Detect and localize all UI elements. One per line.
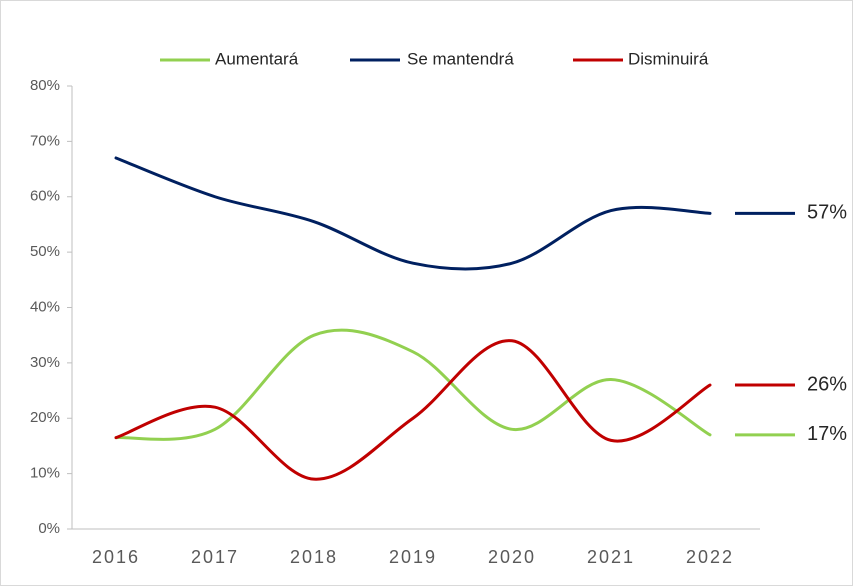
value-label: 26% xyxy=(807,373,847,395)
value-label: 57% xyxy=(807,202,847,224)
legend-label: Disminuirá xyxy=(628,49,709,68)
y-tick-label: 60% xyxy=(30,188,60,205)
legend-label: Aumentará xyxy=(215,49,299,68)
series-line xyxy=(114,328,712,441)
y-tick-label: 40% xyxy=(30,298,60,315)
y-tick-label: 30% xyxy=(30,354,60,371)
series-line xyxy=(114,156,712,271)
y-tick-label: 70% xyxy=(30,132,60,149)
value-label: 17% xyxy=(807,423,847,445)
x-tick-label: 2019 xyxy=(389,547,437,567)
x-tick-label: 2020 xyxy=(488,547,536,567)
y-tick-label: 20% xyxy=(30,409,60,426)
x-tick-label: 2016 xyxy=(92,547,140,567)
y-tick-label: 10% xyxy=(30,465,60,482)
y-tick-label: 0% xyxy=(38,520,60,537)
series-line xyxy=(114,339,712,481)
y-tick-label: 80% xyxy=(30,77,60,94)
y-tick-label: 50% xyxy=(30,243,60,260)
x-tick-label: 2021 xyxy=(587,547,635,567)
legend-label: Se mantendrá xyxy=(407,49,514,68)
x-tick-label: 2022 xyxy=(686,547,734,567)
x-tick-label: 2018 xyxy=(290,547,338,567)
x-tick-label: 2017 xyxy=(191,547,239,567)
